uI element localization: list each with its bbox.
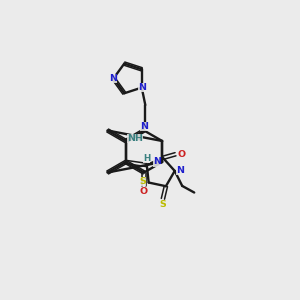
Text: S: S <box>139 177 146 186</box>
Text: O: O <box>140 188 148 196</box>
Text: H: H <box>143 154 150 163</box>
Text: NH: NH <box>127 134 143 142</box>
Text: N: N <box>176 166 184 175</box>
Text: N: N <box>109 74 117 83</box>
Text: N: N <box>138 83 146 92</box>
Text: N: N <box>140 122 148 131</box>
Text: O: O <box>178 150 186 159</box>
Text: N: N <box>153 158 161 166</box>
Text: S: S <box>160 200 166 209</box>
